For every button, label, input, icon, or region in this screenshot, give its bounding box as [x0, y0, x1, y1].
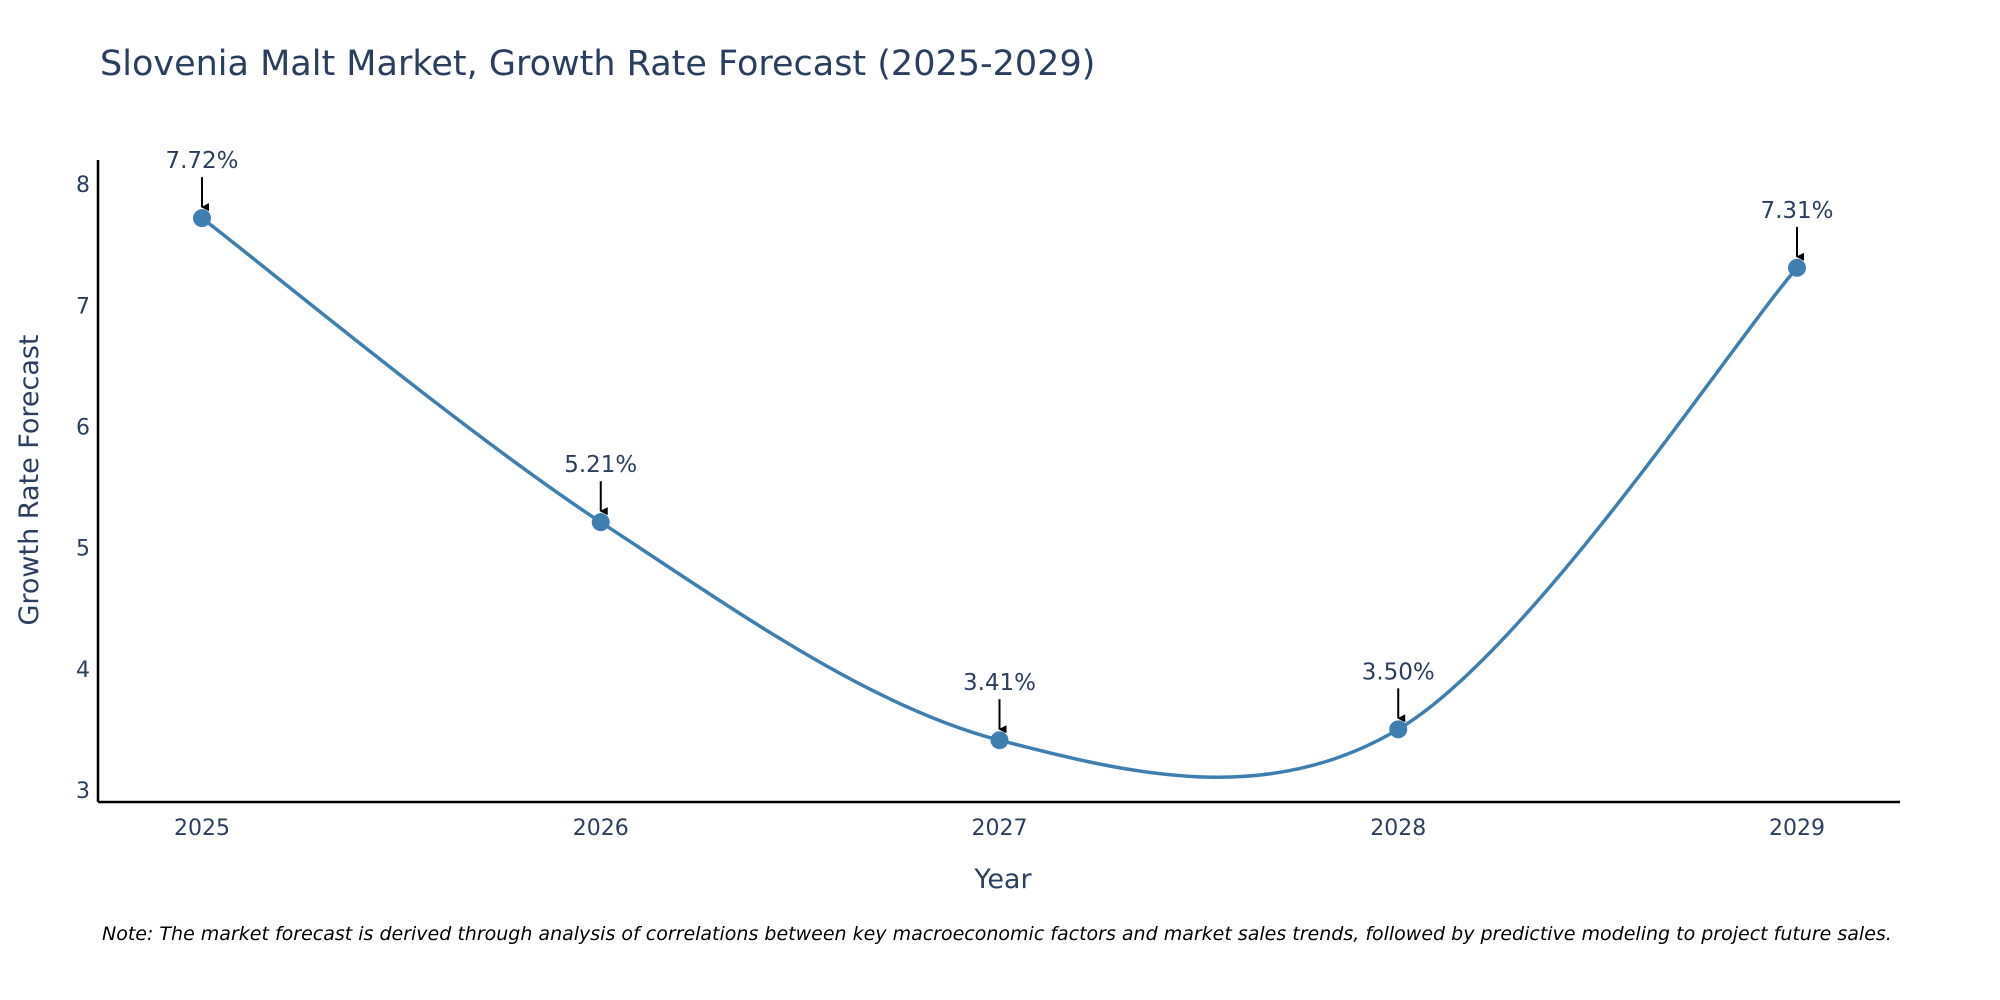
data-point-2028: [1389, 720, 1408, 739]
axes: 3 4 5 6 7 8 2025 2026 2027 2028 2029: [76, 160, 1900, 841]
chart-title: Slovenia Malt Market, Growth Rate Foreca…: [100, 44, 1096, 84]
y-tick-label: 6: [76, 415, 90, 440]
data-point-2027: [990, 731, 1009, 750]
data-point-2026: [591, 513, 610, 532]
x-tick-label: 2028: [1370, 816, 1426, 841]
footnote: Note: The market forecast is derived thr…: [102, 923, 1892, 945]
x-tick-label: 2025: [174, 816, 230, 841]
data-label-2025: 7.72%: [165, 148, 238, 174]
y-axis-title: Growth Rate Forecast: [14, 334, 45, 625]
data-point-2029: [1788, 258, 1806, 277]
data-label-2026: 5.21%: [564, 452, 637, 478]
x-tick-label: 2029: [1769, 816, 1825, 841]
series-layer: [193, 209, 1806, 779]
x-tick-label: 2026: [573, 816, 629, 841]
data-labels-layer: 7.72% 5.21% 3.41% 3.50% 7.31%: [165, 148, 1834, 734]
y-tick-label: 4: [76, 658, 90, 683]
data-label-2028: 3.50%: [1362, 659, 1435, 685]
data-point-2025: [193, 209, 211, 228]
data-label-2027: 3.41%: [963, 670, 1036, 696]
y-tick-label: 3: [76, 779, 90, 804]
x-tick-label: 2027: [972, 816, 1028, 841]
y-tick-label: 7: [76, 294, 90, 319]
y-tick-label: 5: [76, 537, 90, 562]
x-axis-title: Year: [973, 864, 1032, 895]
y-tick-label: 8: [76, 173, 90, 198]
data-label-2029: 7.31%: [1760, 198, 1833, 224]
